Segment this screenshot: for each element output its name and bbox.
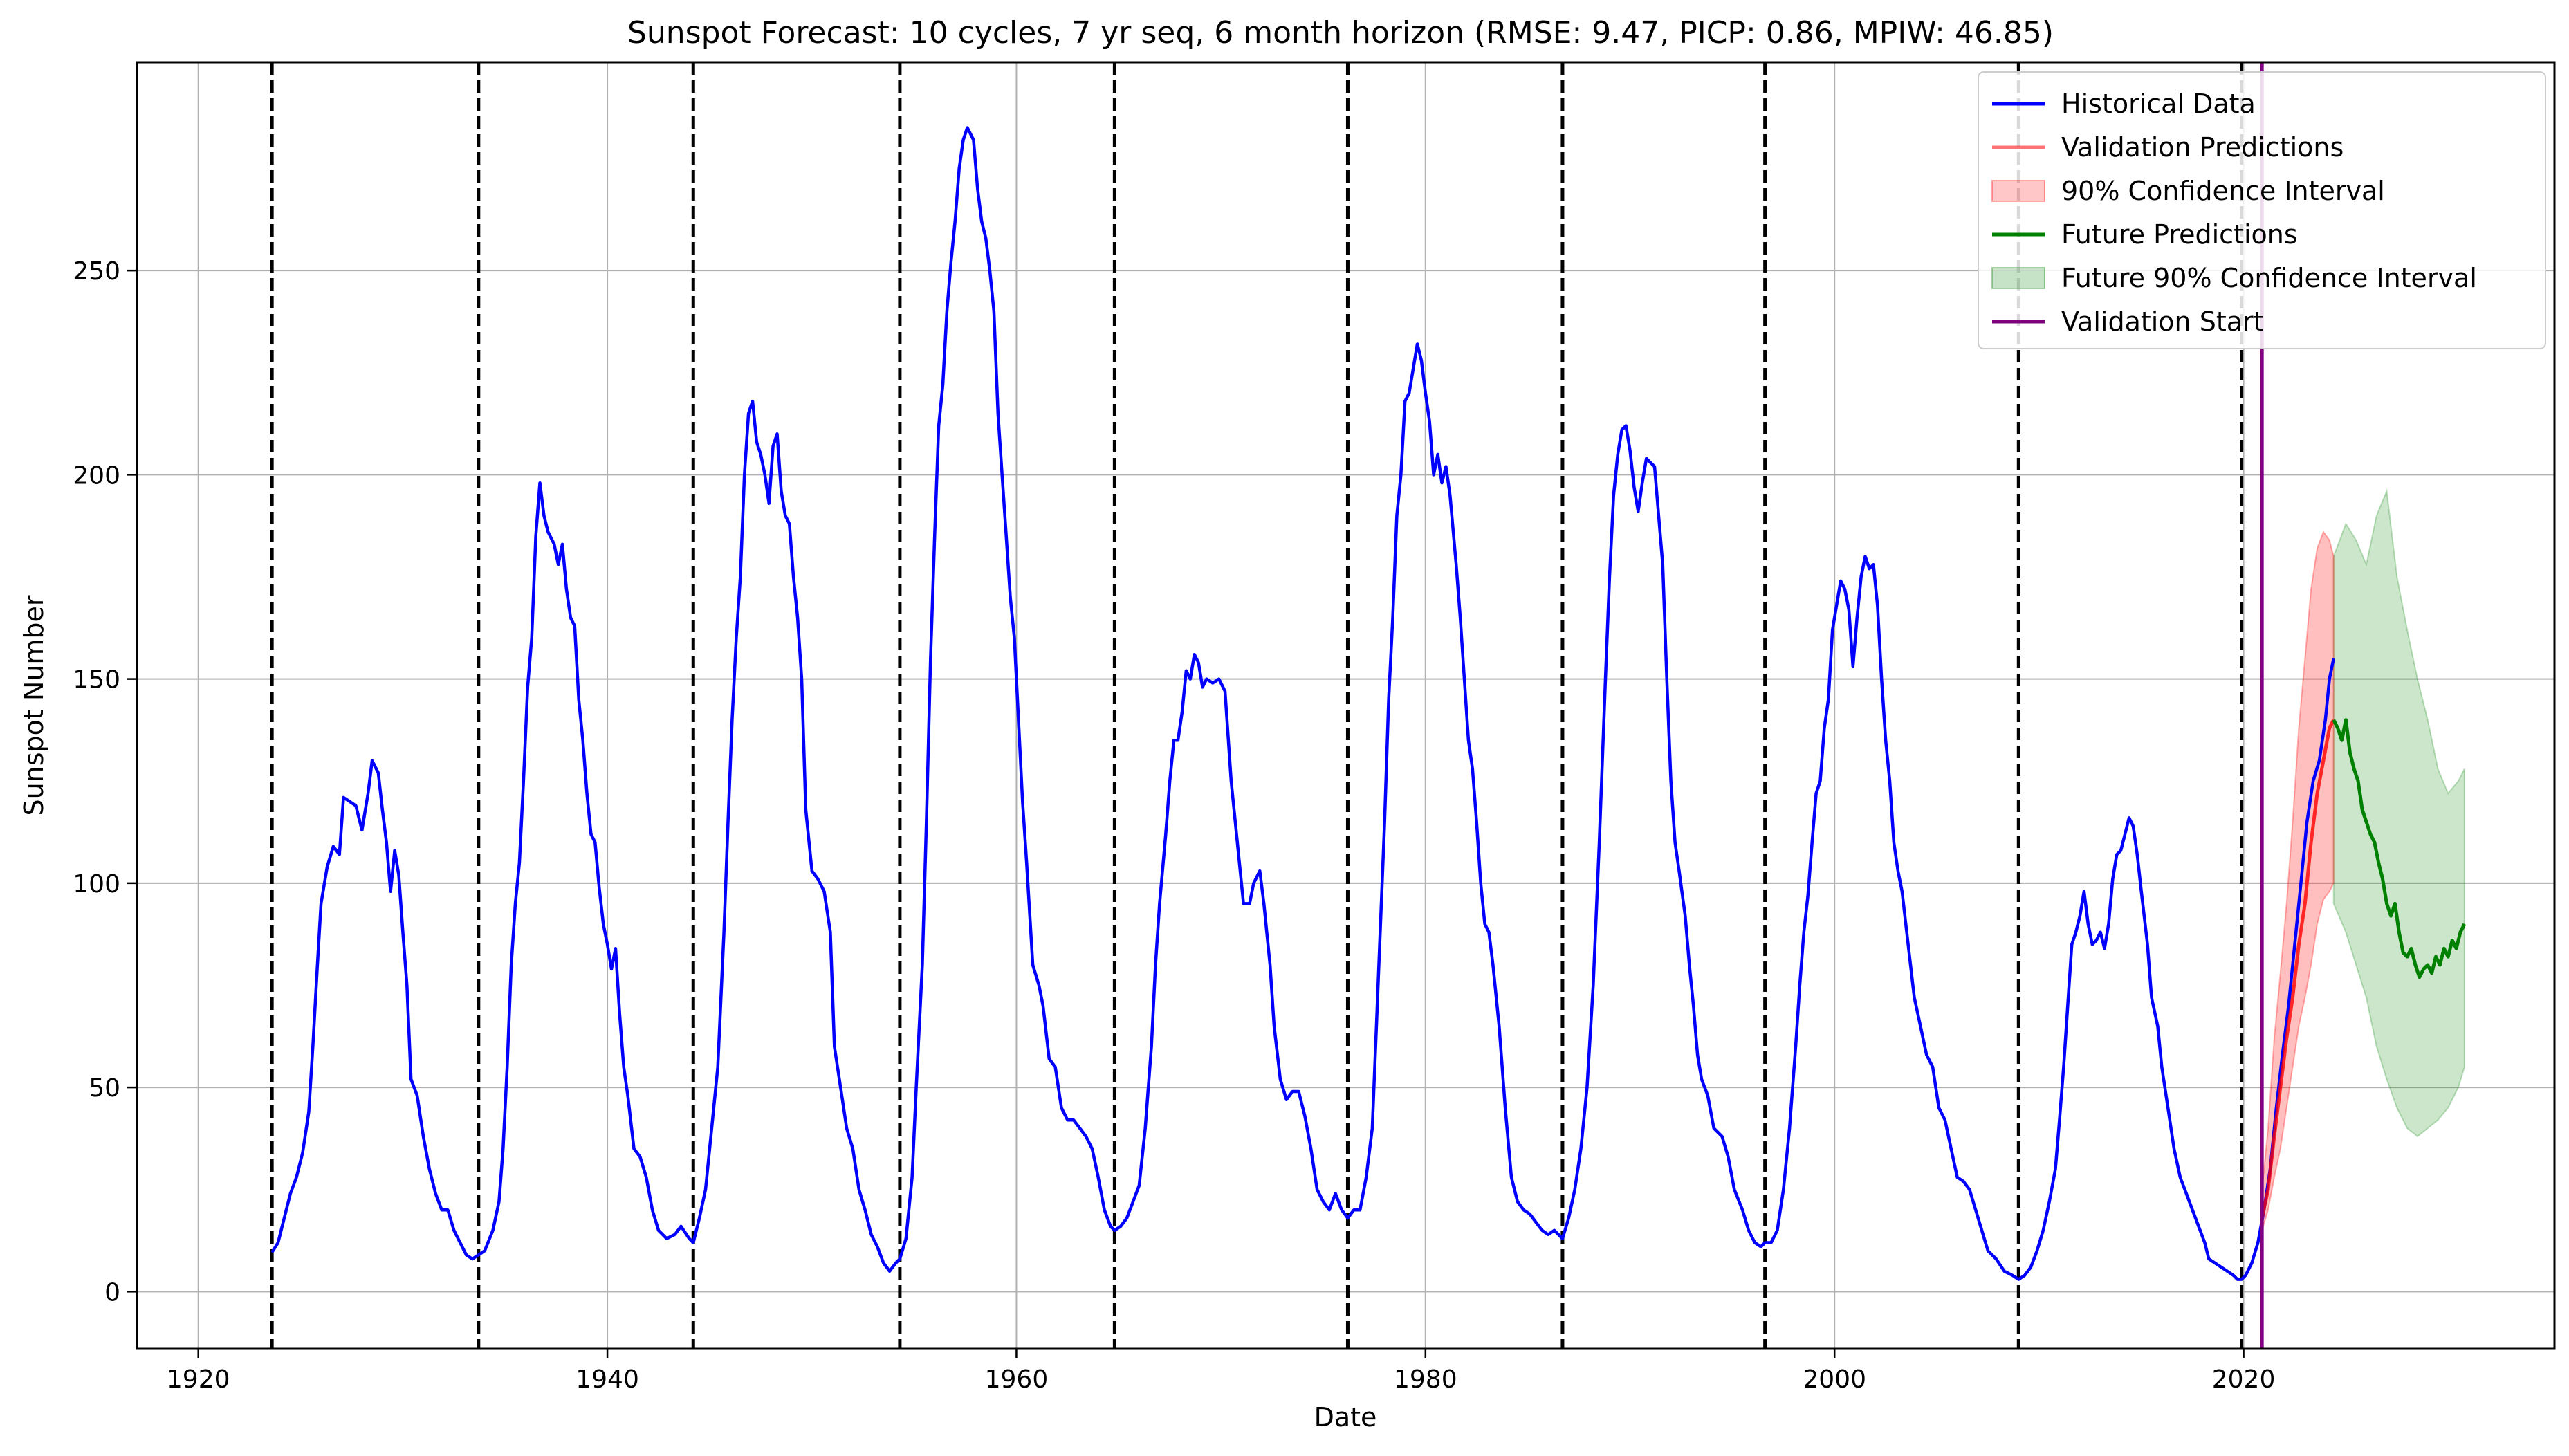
legend: Historical Data Validation Predictions 90%… bbox=[1978, 71, 2546, 349]
y-tick-label: 250 bbox=[73, 257, 120, 286]
x-tick-label: 1960 bbox=[985, 1365, 1049, 1394]
axis-ticks: 1920 1940 1960 1980 2000 2020 0 50 100 150 200 250 bbox=[73, 257, 2275, 1394]
legend-label: Future 90% Confidence Interval bbox=[2061, 263, 2477, 293]
legend-label: Validation Start bbox=[2061, 306, 2264, 337]
validation-confidence-band bbox=[2261, 530, 2335, 1231]
historical-data-line bbox=[270, 126, 2335, 1281]
y-tick-label: 200 bbox=[73, 461, 120, 490]
legend-label: Future Predictions bbox=[2061, 219, 2298, 250]
future-predictions-line bbox=[2332, 718, 2467, 979]
x-axis-label: Date bbox=[1314, 1402, 1377, 1432]
x-tick-label: 2000 bbox=[1803, 1365, 1866, 1394]
x-tick-label: 2020 bbox=[2212, 1365, 2276, 1394]
future-confidence-band bbox=[2332, 488, 2465, 1138]
confidence-bands bbox=[2261, 488, 2465, 1231]
legend-label: Historical Data bbox=[2061, 89, 2256, 119]
x-tick-label: 1920 bbox=[167, 1365, 230, 1394]
x-tick-label: 1980 bbox=[1394, 1365, 1457, 1394]
legend-label: 90% Confidence Interval bbox=[2061, 176, 2385, 206]
y-tick-label: 100 bbox=[73, 870, 120, 899]
cycle-boundaries bbox=[270, 62, 2244, 1349]
legend-swatch bbox=[1991, 180, 2045, 202]
legend-label: Validation Predictions bbox=[2061, 132, 2344, 163]
y-tick-label: 150 bbox=[73, 666, 120, 694]
plot-frame bbox=[136, 61, 2556, 1350]
validation-predictions-line bbox=[2260, 719, 2335, 1219]
chart-title: Sunspot Forecast: 10 cycles, 7 yr seq, 6… bbox=[627, 15, 2054, 50]
legend-swatch bbox=[1991, 267, 2045, 289]
y-tick-label: 0 bbox=[104, 1278, 120, 1307]
legend-box bbox=[1978, 71, 2546, 349]
y-tick-label: 50 bbox=[89, 1074, 120, 1103]
y-axis-label: Sunspot Number bbox=[19, 595, 49, 815]
x-tick-label: 1940 bbox=[576, 1365, 639, 1394]
